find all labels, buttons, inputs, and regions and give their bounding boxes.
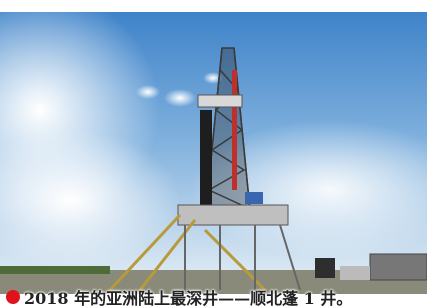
caption-bar: 2018 年的亚洲陆上最深井——顺北蓬 1 井。 [6, 286, 352, 308]
photo [0, 0, 427, 308]
caption: 2018 年的亚洲陆上最深井——顺北蓬 1 井。 [24, 285, 352, 308]
bullet-dot [6, 290, 20, 304]
page: 2018 年的亚洲陆上最深井——顺北蓬 1 井。 [0, 0, 427, 308]
